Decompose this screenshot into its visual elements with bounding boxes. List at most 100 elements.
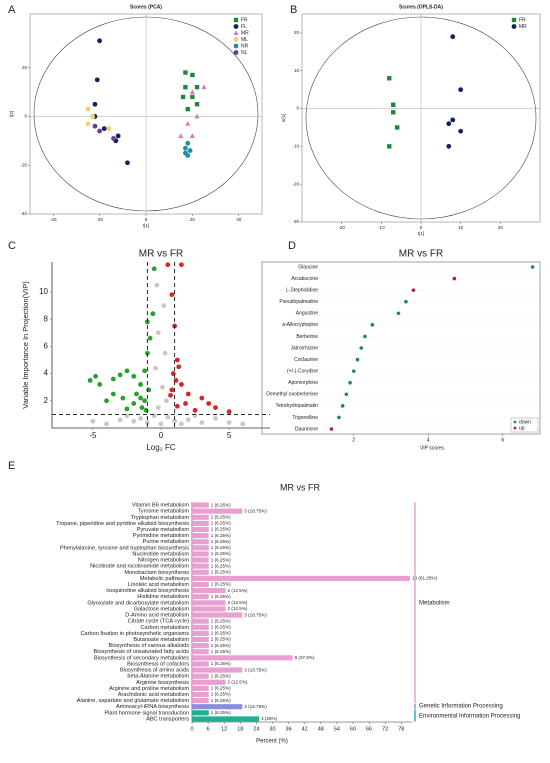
- data-point: [183, 70, 188, 75]
- data-point: [138, 382, 143, 387]
- data-point: [97, 382, 103, 387]
- x-tick-label: 0: [420, 225, 423, 230]
- data-point: [159, 384, 165, 390]
- data-point: [92, 123, 98, 129]
- data-point: [155, 330, 161, 336]
- legend-marker: [513, 426, 517, 430]
- category-label: Linoleic acid metabolism: [128, 582, 189, 588]
- data-point: [179, 382, 184, 387]
- group-label: Environmental Information Processing: [419, 713, 520, 719]
- data-point: [110, 391, 116, 397]
- legend-label: FR: [519, 17, 526, 23]
- data-point: [134, 391, 139, 397]
- bar: [192, 502, 209, 508]
- x-tick-label: 4: [427, 437, 430, 443]
- group-label: Genetic Information Processing: [419, 703, 503, 709]
- x-tick-label: 18: [237, 726, 243, 732]
- panel-label: B: [290, 4, 297, 16]
- category-label: Glaucine: [298, 264, 318, 270]
- value-label: 1 (6.25%): [211, 673, 231, 678]
- data-point: [93, 373, 98, 379]
- x-tick-label: -5: [89, 431, 97, 440]
- value-label: 1 (6.25%): [211, 539, 231, 544]
- data-point: [155, 405, 161, 410]
- category-label: Carbon fixation in photosynthetic organi…: [80, 631, 189, 637]
- x-tick-label: 20: [190, 217, 196, 222]
- data-point: [125, 160, 130, 166]
- category-label: Plant hormone signal transduction: [104, 710, 189, 716]
- data-point: [183, 401, 188, 406]
- category-label: Arginine and proline metabolism: [109, 686, 189, 692]
- value-label: 1 (6.25%): [211, 502, 231, 507]
- value-label: 2 (12.5%): [228, 606, 248, 611]
- data-point: [111, 135, 116, 141]
- data-point: [154, 282, 160, 288]
- category-label: (+/-)-Corydine: [287, 368, 318, 374]
- data-point: [104, 421, 109, 427]
- value-label: 1 (6.25%): [211, 582, 231, 587]
- vip-dot: [329, 427, 334, 431]
- x-tick-label: 0: [159, 431, 164, 440]
- x-axis-label: VIP scores: [420, 445, 445, 451]
- data-point: [387, 76, 392, 81]
- bar: [192, 630, 209, 636]
- value-label: 3 (18.75%): [244, 704, 267, 709]
- data-point: [174, 403, 180, 409]
- y-tick-label: 8: [44, 314, 49, 323]
- category-label: Tyrosine metabolism: [138, 509, 190, 515]
- x-tick-label: 66: [366, 726, 372, 732]
- bar: [192, 710, 209, 716]
- y-tick-label: 20: [22, 65, 28, 70]
- y-tick-label: 2: [44, 396, 49, 405]
- y-tick-label: -30: [292, 219, 299, 224]
- category-label: Biosynthesis of amino acids: [120, 668, 189, 674]
- y-tick-label: 0: [296, 106, 299, 111]
- category-label: Apomorphine: [288, 380, 318, 386]
- data-point: [194, 102, 200, 107]
- bar: [192, 575, 410, 581]
- x-axis-label: t[1]: [418, 231, 424, 236]
- value-label: 1 (6.25%): [211, 557, 231, 562]
- category-label: Arginine biosynthesis: [136, 680, 189, 686]
- value-label: 1 (6.25%): [211, 637, 231, 642]
- legend-label: up: [519, 425, 525, 431]
- legend-label: ML: [241, 37, 248, 43]
- data-point: [194, 113, 200, 119]
- data-point: [183, 145, 188, 151]
- data-point: [199, 395, 205, 401]
- vip-dot: [396, 311, 401, 316]
- x-tick-label: 6: [501, 437, 504, 443]
- value-label: 1 (6.25%): [211, 643, 231, 648]
- y-tick-label: -20: [292, 181, 299, 186]
- bar: [192, 545, 209, 551]
- bar: [192, 704, 243, 710]
- bar: [192, 698, 209, 704]
- data-point: [183, 150, 188, 156]
- data-point: [183, 84, 188, 90]
- legend-marker: [511, 24, 517, 29]
- data-point: [124, 406, 130, 412]
- category-label: Daurinone: [295, 426, 318, 432]
- legend-box: [510, 417, 539, 433]
- data-point: [199, 420, 205, 425]
- vip-dot: [351, 369, 356, 373]
- bar: [192, 533, 209, 539]
- category-label: Tropane, piperidine and pyridine alkaloi…: [56, 521, 189, 527]
- y-tick-label: 6: [44, 341, 49, 350]
- category-label: Berberine: [296, 334, 318, 340]
- data-point: [458, 87, 464, 93]
- panel-label: A: [8, 4, 16, 16]
- data-point: [206, 401, 212, 406]
- bar: [192, 514, 209, 520]
- data-point: [446, 143, 452, 149]
- chart-title: Scores (PCA): [130, 4, 162, 10]
- x-axis-label: t[1]: [143, 223, 149, 228]
- data-point: [391, 102, 396, 107]
- bar: [192, 655, 293, 661]
- data-point: [92, 101, 98, 107]
- bar: [192, 526, 209, 533]
- category-label: Arcabucone: [291, 276, 318, 282]
- value-label: 2 (12.5%): [228, 600, 248, 605]
- vip-dot: [359, 346, 364, 350]
